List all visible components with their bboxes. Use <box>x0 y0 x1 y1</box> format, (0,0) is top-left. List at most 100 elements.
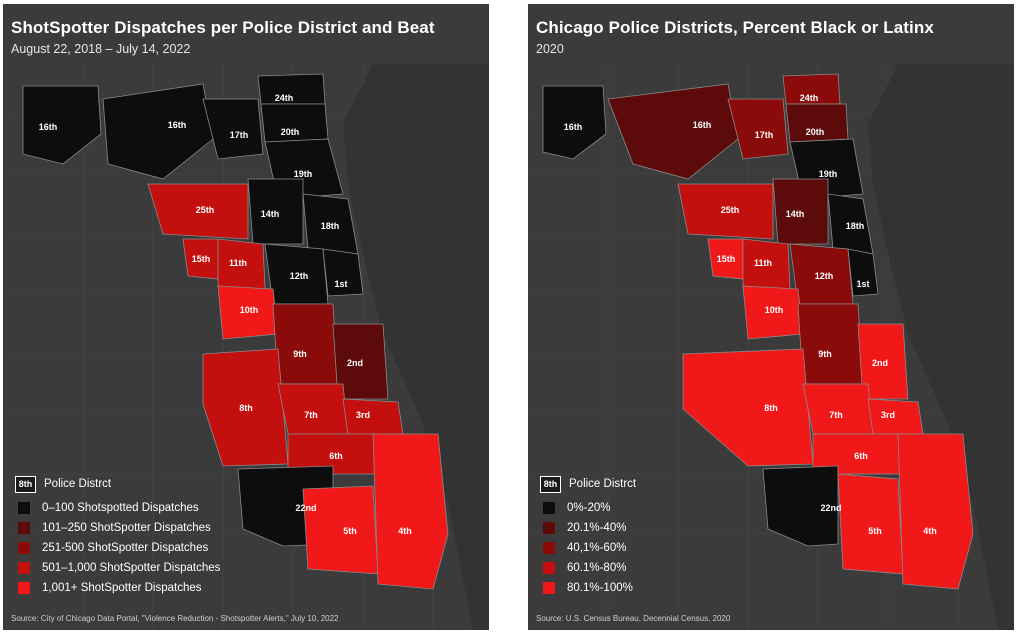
legend-swatch <box>18 542 30 554</box>
legend-item: 501–1,000 ShotSpotter Dispatches <box>15 558 220 578</box>
district-3 <box>342 398 404 435</box>
source-note: Source: U.S. Census Bureau, Decennial Ce… <box>536 614 731 623</box>
label-8: 8th <box>764 403 778 413</box>
label-3: 3rd <box>881 410 895 420</box>
legend-swatch <box>543 502 555 514</box>
label-16: 16th <box>168 120 187 130</box>
district-7 <box>277 383 349 435</box>
district-9 <box>797 303 864 385</box>
label-22: 22nd <box>820 503 841 513</box>
legend-label: 40,1%-60% <box>567 542 627 554</box>
label-9: 9th <box>818 349 832 359</box>
label-2: 2nd <box>872 358 888 368</box>
legend-swatch <box>18 522 30 534</box>
label-24: 24th <box>800 93 819 103</box>
district-5 <box>302 485 379 575</box>
label-8: 8th <box>239 403 253 413</box>
district-7 <box>802 383 874 435</box>
label-18: 18th <box>321 221 340 231</box>
map-panel-demographics: 16th 16th 17th 24th 20th 19th 25th 14th … <box>528 4 1014 630</box>
label-16-ohare: 16th <box>39 122 58 132</box>
label-20: 20th <box>806 127 825 137</box>
legend-item: 101–250 ShotSpotter Dispatches <box>15 518 220 538</box>
label-14: 14th <box>786 209 805 219</box>
label-11: 11th <box>229 258 247 268</box>
label-6: 6th <box>329 451 343 461</box>
label-4: 4th <box>398 526 412 536</box>
district-14 <box>772 178 829 245</box>
label-19: 19th <box>819 169 838 179</box>
label-24: 24th <box>275 93 294 103</box>
legend-district-key: 8th Police Distrct <box>540 474 636 494</box>
legend-label: 0%-20% <box>567 502 611 514</box>
label-5: 5th <box>343 526 357 536</box>
legend-district-key: 8th Police Distrct <box>15 474 220 494</box>
legend-swatch <box>18 582 30 594</box>
district-16-ohare <box>542 85 607 160</box>
label-25: 25th <box>196 205 215 215</box>
district-badge: 8th <box>540 475 561 493</box>
district-17 <box>202 98 264 160</box>
district-2 <box>857 323 909 400</box>
label-20: 20th <box>281 127 300 137</box>
legend: 8th Police Distrct 0–100 Shotspotted Dis… <box>15 474 220 598</box>
label-7: 7th <box>829 410 843 420</box>
district-14 <box>247 178 304 245</box>
label-19: 19th <box>294 169 313 179</box>
legend-item: 1,001+ ShotSpotter Dispatches <box>15 578 220 598</box>
label-4: 4th <box>923 526 937 536</box>
legend: 8th Police Distrct 0%-20% 20.1%-40% 40,1… <box>540 474 636 598</box>
map-title: ShotSpotter Dispatches per Police Distri… <box>11 18 435 37</box>
legend-item: 40,1%-60% <box>540 538 636 558</box>
district-2 <box>332 323 389 400</box>
district-17 <box>727 98 789 160</box>
district-25 <box>147 183 249 240</box>
lake-michigan <box>868 64 1014 630</box>
district-shapes <box>22 73 449 590</box>
legend-item: 0%-20% <box>540 498 636 518</box>
label-16-ohare: 16th <box>564 122 583 132</box>
legend-swatch <box>543 562 555 574</box>
label-16: 16th <box>693 120 712 130</box>
legend-label: 60.1%-80% <box>567 562 627 574</box>
district-16-ohare <box>22 85 102 165</box>
lake-michigan <box>343 64 489 630</box>
label-1: 1st <box>856 279 869 289</box>
label-3: 3rd <box>356 410 370 420</box>
map-title: Chicago Police Districts, Percent Black … <box>536 18 934 37</box>
legend-item: 80.1%-100% <box>540 578 636 598</box>
label-18: 18th <box>846 221 865 231</box>
district-4 <box>372 433 449 590</box>
legend-swatch <box>18 502 30 514</box>
legend-swatch <box>543 582 555 594</box>
legend-swatch <box>543 522 555 534</box>
district-9 <box>272 303 339 385</box>
legend-item: 0–100 Shotspotted Dispatches <box>15 498 220 518</box>
legend-item: 20.1%-40% <box>540 518 636 538</box>
district-16 <box>102 83 214 180</box>
label-22: 22nd <box>295 503 316 513</box>
shotspotter-map: 16th 16th 17th 24th 20th 19th 25th 14th … <box>3 64 489 630</box>
legend-label: 80.1%-100% <box>567 582 633 594</box>
label-5: 5th <box>868 526 882 536</box>
label-17: 17th <box>755 130 774 140</box>
district-8 <box>202 348 289 467</box>
district-4 <box>897 433 974 590</box>
label-25: 25th <box>721 205 740 215</box>
label-10: 10th <box>240 305 259 315</box>
map-subtitle: 2020 <box>536 42 564 56</box>
legend-swatch <box>18 562 30 574</box>
label-2: 2nd <box>347 358 363 368</box>
source-note: Source: City of Chicago Data Portal, "Vi… <box>11 614 339 623</box>
label-1: 1st <box>334 279 347 289</box>
legend-label: 0–100 Shotspotted Dispatches <box>42 502 199 514</box>
district-25 <box>677 183 774 240</box>
label-17: 17th <box>230 130 249 140</box>
label-11: 11th <box>754 258 772 268</box>
legend-label: 251-500 ShotSpotter Dispatches <box>42 542 209 554</box>
district-shapes <box>542 73 974 590</box>
legend-label: 20.1%-40% <box>567 522 627 534</box>
label-12: 12th <box>815 271 834 281</box>
district-5 <box>837 473 904 575</box>
label-15: 15th <box>717 254 736 264</box>
